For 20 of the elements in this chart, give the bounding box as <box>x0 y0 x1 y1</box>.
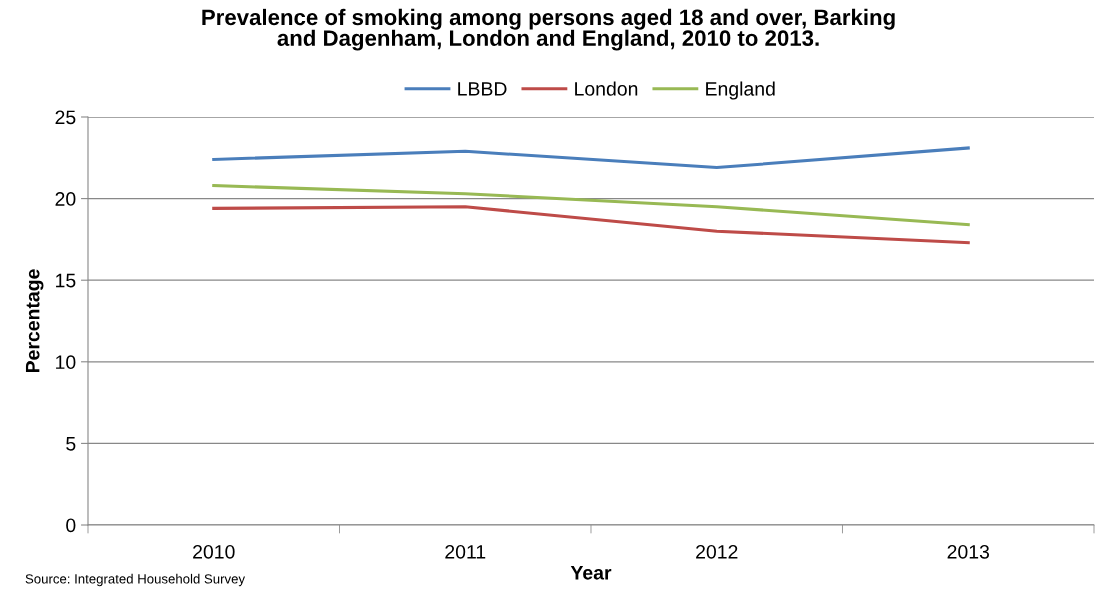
y-tick-label: 15 <box>56 273 76 288</box>
x-tick-label: 2010 <box>193 544 235 559</box>
y-axis-title: Percentage <box>25 269 44 373</box>
y-tick-label: 10 <box>56 355 76 370</box>
legend-label: London <box>575 81 638 96</box>
line-series <box>212 205 970 245</box>
line-series <box>212 184 970 227</box>
source-note: Source: Integrated Household Survey <box>25 573 246 587</box>
legend-label: England <box>706 81 775 100</box>
y-tick-label: 25 <box>55 110 76 125</box>
chart-title: Prevalence of smoking among persons aged 18 and over, Barking and Dagenham, London and England, 2010 to 2013. <box>202 8 895 51</box>
y-tick-label: 0 <box>66 518 76 533</box>
x-axis-title: Year <box>570 566 612 580</box>
y-tick-label: 20 <box>55 192 76 206</box>
x-tick-label: 2013 <box>947 544 990 559</box>
line-series <box>212 146 970 170</box>
y-tick-label: 5 <box>66 437 76 451</box>
x-tick-label: 2011 <box>445 544 486 559</box>
x-tick-label: 2012 <box>696 544 738 559</box>
legend-label: LBBD <box>458 82 507 96</box>
